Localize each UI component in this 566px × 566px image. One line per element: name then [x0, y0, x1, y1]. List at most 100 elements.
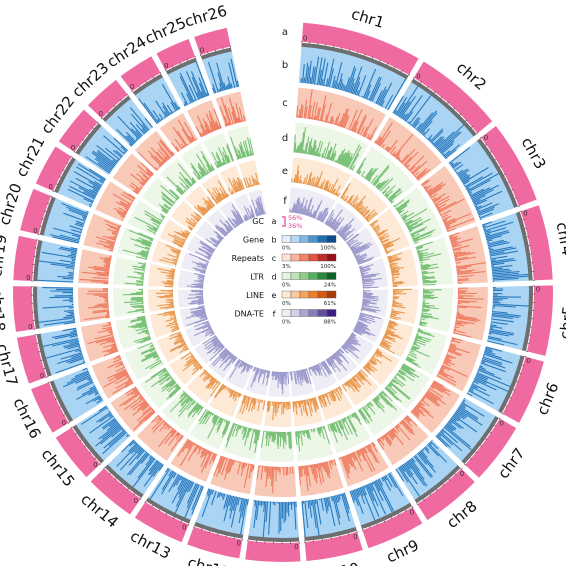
legend-swatch — [308, 309, 319, 317]
dna-te-density-bars — [340, 332, 361, 359]
repeats-track-bg — [453, 286, 488, 341]
gene-density-bars — [42, 327, 86, 374]
ideogram-block — [502, 356, 544, 423]
scale-tick — [158, 509, 161, 512]
line-density-bars — [369, 219, 401, 255]
line-density-bars — [291, 165, 341, 197]
scale-ring — [102, 95, 133, 124]
dna-te-density-bars — [271, 371, 290, 395]
repeats-density-bars — [87, 321, 119, 357]
scale-tick — [52, 190, 55, 192]
line-density-bars — [169, 331, 190, 354]
repeats-track-bg — [254, 465, 297, 497]
chromosome-chr5: 0 — [360, 285, 553, 356]
scale-tick — [120, 483, 123, 486]
ltr-density-bars — [327, 411, 362, 443]
dna-te-density-bars — [195, 240, 216, 261]
scale-tick — [348, 48, 351, 52]
scale-tick — [411, 505, 414, 508]
chromosome-chr20: 0 — [20, 188, 210, 274]
gene-track-bg — [37, 240, 78, 283]
scale-tick — [47, 203, 50, 205]
legend-swatch — [308, 290, 319, 299]
ideogram-block — [187, 526, 243, 559]
gene-density-bars — [37, 246, 78, 283]
legend-name: GC — [252, 217, 264, 226]
ltr-density-bars — [384, 363, 420, 403]
repeats-density-bars — [219, 97, 247, 127]
scale-tick — [217, 533, 219, 536]
line-density-bars — [185, 212, 202, 231]
repeats-density-bars — [129, 162, 154, 195]
scale-tick — [171, 65, 174, 68]
scale-tick — [361, 529, 364, 532]
chromosome-chr10: 0 — [289, 368, 363, 561]
scale-tick — [511, 189, 514, 191]
dna-te-density-bars — [360, 289, 381, 313]
legend-swatch — [290, 272, 301, 280]
scale-tick — [501, 412, 504, 415]
scale-tick — [379, 59, 381, 62]
ideogram-block — [120, 56, 161, 92]
legend-row-f: DNA-TE f 0% 88% — [234, 309, 337, 326]
legend-swatch — [299, 290, 310, 299]
scale-tick — [479, 136, 482, 139]
gene-density-bars — [179, 61, 210, 107]
gene-density-bars — [138, 84, 181, 125]
gene-density-bars — [149, 467, 204, 518]
chromosome-label-chr19: chr19 — [0, 233, 10, 278]
scale-tick — [214, 49, 216, 52]
scale-tick — [514, 197, 517, 199]
legend: GC a 56%36% Gene b 0% 100% Repeats c 3% 100% LTR d 0%… — [232, 214, 337, 326]
legend-min: 3% — [282, 264, 291, 270]
line-density-bars — [387, 252, 405, 288]
zero-tick-label: 0 — [303, 34, 307, 42]
legend-swatch — [281, 290, 292, 299]
chromosome-chr19: 0 — [13, 235, 205, 289]
legend-swatch — [281, 272, 292, 280]
line-density-bars — [213, 383, 242, 402]
scale-tick — [82, 138, 85, 141]
dna-te-density-bars — [229, 358, 254, 379]
chromosome-label-chr6: chr6 — [533, 380, 562, 418]
scale-tick — [509, 397, 512, 399]
scale-tick — [498, 417, 501, 420]
scale-tick — [459, 113, 462, 116]
legend-min: 0% — [282, 283, 291, 289]
dna-te-density-bars — [214, 219, 234, 237]
line-density-bars — [243, 172, 261, 189]
dna-te-density-bars — [308, 360, 333, 378]
scale-tick — [120, 99, 122, 102]
chromosome-chr11: 0 — [245, 371, 301, 562]
dna-te-track-bg — [324, 202, 365, 242]
chromosome-label-chr26: chr26 — [183, 2, 229, 31]
scale-tick — [427, 86, 429, 89]
repeats-density-bars — [410, 380, 451, 419]
chromosome-chr16: 0 — [31, 320, 215, 433]
scale-tick — [490, 150, 493, 153]
dna-te-density-bars — [325, 348, 350, 373]
legend-swatch — [281, 253, 292, 262]
scale-tick — [519, 210, 522, 212]
scale-tick — [139, 497, 142, 500]
repeats-density-bars — [256, 465, 295, 493]
scale-tick — [151, 505, 154, 508]
zero-tick-label: 0 — [536, 285, 540, 293]
scale-tick — [194, 55, 196, 58]
scale-tick — [522, 364, 525, 366]
dna-te-density-bars — [205, 230, 225, 248]
scale-tick — [436, 489, 438, 492]
chromosome-chr4: 0 — [358, 205, 553, 289]
zero-tick-label: 0 — [99, 110, 103, 118]
legend-name: Gene — [243, 236, 264, 245]
legend-max: 24% — [324, 283, 336, 289]
scale-tick — [45, 376, 48, 378]
scale-tick — [401, 69, 403, 73]
zero-tick-label: 0 — [523, 209, 527, 217]
ideogram-block — [87, 79, 128, 119]
legend-swatch — [326, 253, 337, 262]
ltr-track-bg — [113, 256, 147, 286]
scale-tick — [164, 69, 167, 72]
scale-tick — [416, 503, 419, 506]
ideogram-block — [194, 27, 231, 55]
